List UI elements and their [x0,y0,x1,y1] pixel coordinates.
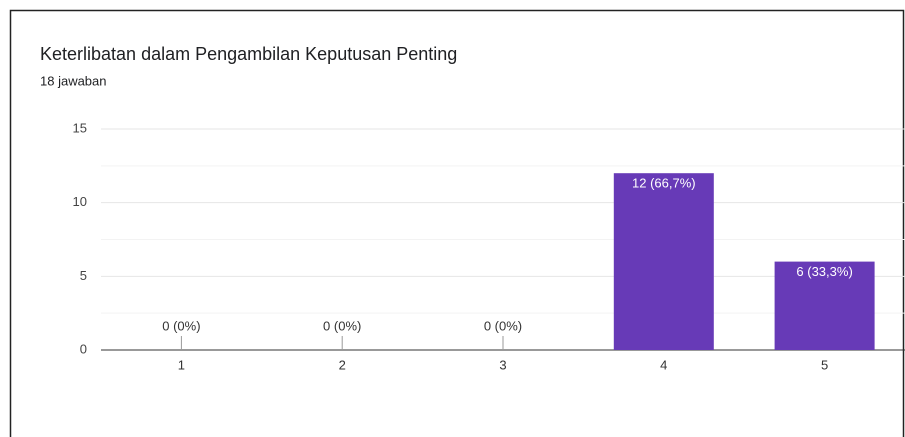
bar [613,173,714,350]
value-label: 0 (0%) [162,318,200,333]
chart-title: Keterlibatan dalam Pengambilan Keputusan… [40,44,457,64]
x-tick-label: 2 [339,357,346,372]
card-border [9,9,905,437]
value-label: 12 (66,7%) [632,176,696,191]
x-tick-label: 1 [178,357,185,372]
y-tick-label: 5 [80,268,87,283]
value-label: 0 (0%) [323,318,361,333]
value-label: 0 (0%) [484,318,522,333]
x-tick-label: 3 [499,357,506,372]
y-tick-label: 10 [73,194,87,209]
y-tick-label: 15 [73,120,87,135]
y-tick-label: 0 [80,341,87,356]
x-tick-label: 5 [821,357,828,372]
chart-subtitle: 18 jawaban [40,73,107,88]
bar [774,261,875,350]
value-label: 6 (33,3%) [796,264,852,279]
x-tick-label: 4 [660,357,667,372]
